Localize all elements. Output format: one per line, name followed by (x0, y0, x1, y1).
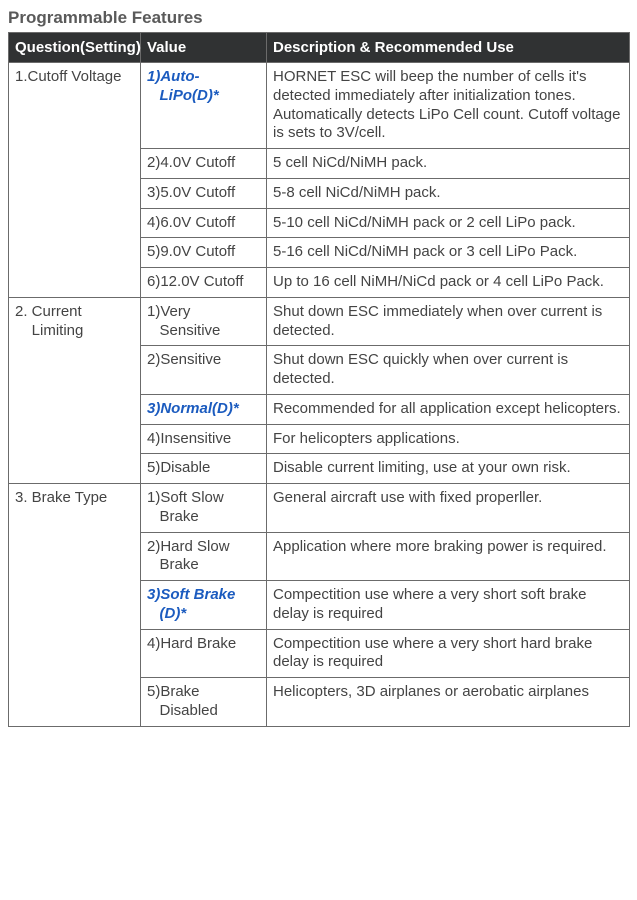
cell-value: 3)Normal(D)* (141, 394, 267, 424)
cell-value: 4)Insensitive (141, 424, 267, 454)
table-row: 1.Cutoff Voltage1)Auto- LiPo(D)*HORNET E… (9, 63, 630, 149)
cell-value: 1)Soft Slow Brake (141, 484, 267, 533)
cell-value: 4)Hard Brake (141, 629, 267, 678)
header-description: Description & Recommended Use (267, 33, 630, 63)
cell-description: 5-10 cell NiCd/NiMH pack or 2 cell LiPo … (267, 208, 630, 238)
table-row: 3. Brake Type1)Soft Slow BrakeGeneral ai… (9, 484, 630, 533)
cell-description: 5-8 cell NiCd/NiMH pack. (267, 178, 630, 208)
cell-description: Shut down ESC immediately when over curr… (267, 297, 630, 346)
cell-description: Application where more braking power is … (267, 532, 630, 581)
cell-description: For helicopters applications. (267, 424, 630, 454)
cell-question: 2. Current Limiting (9, 297, 141, 483)
cell-value: 2)Hard Slow Brake (141, 532, 267, 581)
header-question: Question(Setting) (9, 33, 141, 63)
cell-question: 3. Brake Type (9, 484, 141, 727)
cell-value: 2)4.0V Cutoff (141, 149, 267, 179)
cell-description: Disable current limiting, use at your ow… (267, 454, 630, 484)
cell-description: General aircraft use with fixed properll… (267, 484, 630, 533)
table-header-row: Question(Setting) Value Description & Re… (9, 33, 630, 63)
cell-value: 4)6.0V Cutoff (141, 208, 267, 238)
cell-value: 3)Soft Brake (D)* (141, 581, 267, 630)
cell-value: 3)5.0V Cutoff (141, 178, 267, 208)
cell-value: 5)9.0V Cutoff (141, 238, 267, 268)
cell-value: 1)Very Sensitive (141, 297, 267, 346)
cell-value: 5)Brake Disabled (141, 678, 267, 727)
cell-description: 5 cell NiCd/NiMH pack. (267, 149, 630, 179)
section-title: Programmable Features (8, 8, 629, 28)
cell-description: Compectition use where a very short hard… (267, 629, 630, 678)
cell-value: 5)Disable (141, 454, 267, 484)
cell-description: Helicopters, 3D airplanes or aerobatic a… (267, 678, 630, 727)
cell-value: 2)Sensitive (141, 346, 267, 395)
cell-description: HORNET ESC will beep the number of cells… (267, 63, 630, 149)
header-value: Value (141, 33, 267, 63)
cell-description: Shut down ESC quickly when over current … (267, 346, 630, 395)
cell-value: 6)12.0V Cutoff (141, 268, 267, 298)
features-table: Question(Setting) Value Description & Re… (8, 32, 630, 727)
cell-description: Up to 16 cell NiMH/NiCd pack or 4 cell L… (267, 268, 630, 298)
cell-description: Compectition use where a very short soft… (267, 581, 630, 630)
cell-question: 1.Cutoff Voltage (9, 63, 141, 298)
cell-description: 5-16 cell NiCd/NiMH pack or 3 cell LiPo … (267, 238, 630, 268)
cell-description: Recommended for all application except h… (267, 394, 630, 424)
cell-value: 1)Auto- LiPo(D)* (141, 63, 267, 149)
table-row: 2. Current Limiting1)Very SensitiveShut … (9, 297, 630, 346)
